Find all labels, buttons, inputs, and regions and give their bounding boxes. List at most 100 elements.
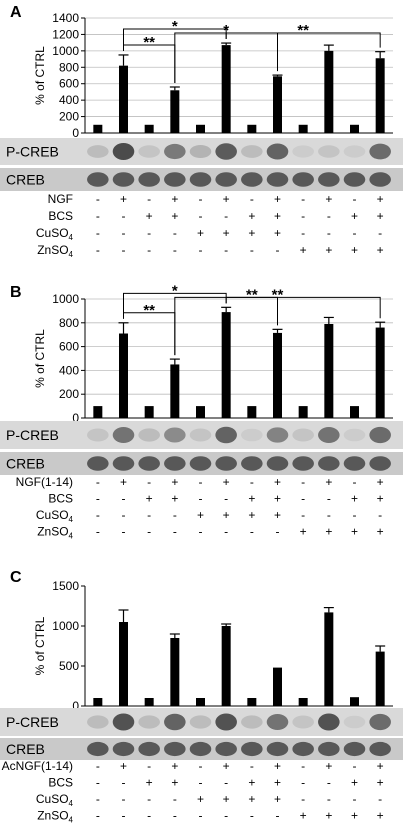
blot-band [343,741,366,757]
blot-band [266,741,289,757]
treatment-label-text: NGF(1-14) [16,475,73,489]
blot-band [87,172,109,187]
blot-label: CREB [6,456,45,472]
significance-bracket [123,312,176,356]
y-tick-label: 600 [59,77,79,91]
y-tick-label: 500 [59,659,79,673]
treatment-sign: + [351,809,358,823]
treatment-sign: - [122,243,126,257]
treatment-label: NGF [48,192,73,206]
treatment-sign: - [122,508,126,522]
blot-band [241,172,263,187]
blot-band [215,456,237,471]
treatment-sign: - [147,243,151,257]
treatment-sign: - [199,759,203,773]
treatment-sign: + [120,192,127,206]
treatment-sign: - [378,792,382,806]
blot-band [87,715,109,729]
treatment-label: CuSO4 [36,792,74,808]
treatment-sign: + [248,508,255,522]
treatment-label: ZnSO4 [37,243,73,259]
blot-label: CREB [6,172,45,188]
treatment-sign: - [301,759,305,773]
treatment-sign: - [224,525,228,539]
treatment-sign: + [377,192,384,206]
treatment-sign: + [377,492,384,506]
bar [298,698,308,706]
treatment-sign: + [120,475,127,489]
blot-band [189,715,212,729]
treatment-sign: + [171,475,178,489]
treatment-label-subscript: 4 [69,233,74,242]
treatment-sign: - [301,192,305,206]
treatment-sign: - [224,243,228,257]
bar [298,124,308,133]
treatment-sign: - [353,792,357,806]
treatment-sign: - [301,492,305,506]
bar [350,406,359,418]
treatment-sign: + [377,525,384,539]
y-tick-label: 200 [59,110,79,124]
treatment-sign: + [120,759,127,773]
treatment-sign: - [173,809,177,823]
treatment-sign: - [224,209,228,223]
treatment-sign: - [327,508,331,522]
treatment-sign: - [353,192,357,206]
blot-band [343,145,366,158]
treatment-sign: - [250,759,254,773]
y-axis-label: % of CTRL [33,329,47,388]
blot-band [189,428,212,442]
significance-bracket [174,32,278,83]
treatment-sign: + [274,508,281,522]
blot-band [189,172,212,187]
blot-band [266,172,289,187]
treatment-sign: + [274,792,281,806]
blot-band [318,427,340,443]
blot-band [87,456,109,471]
treatment-label-subscript: 4 [69,532,74,541]
treatment-sign: - [147,508,151,522]
treatment-label: ZnSO4 [37,525,73,541]
significance-label: ** [143,34,155,51]
y-tick-label: 0 [72,699,79,713]
treatment-sign: + [300,809,307,823]
treatment-sign: - [96,209,100,223]
treatment-sign: - [199,209,203,223]
bar [221,45,231,133]
blot-band [138,741,160,757]
blot-band [215,426,237,444]
blot-band [112,741,135,757]
bar [324,50,334,133]
blot-band [164,713,186,731]
treatment-sign: + [351,243,358,257]
treatment-sign: + [377,759,384,773]
treatment-sign: + [223,475,230,489]
treatment-label-text: BCS [48,209,73,223]
treatment-label-text: CuSO [36,508,69,522]
significance-label: * [223,22,229,39]
blot-band [215,172,237,187]
treatment-sign: + [171,209,178,223]
bar [324,323,334,418]
treatment-sign: + [377,776,384,790]
blot-band [112,713,135,731]
treatment-sign: - [276,525,280,539]
treatment-sign: + [274,776,281,790]
blot-band [164,456,186,471]
treatment-sign: - [96,492,100,506]
treatment-sign: - [147,525,151,539]
treatment-sign: - [327,776,331,790]
treatment-sign: - [96,475,100,489]
treatment-sign: + [351,525,358,539]
treatment-label: ZnSO4 [37,809,73,825]
blot-band [343,456,366,471]
treatment-sign: + [171,776,178,790]
blot-band [241,456,263,471]
bar [375,651,385,706]
y-axis-label: % of CTRL [33,616,47,675]
bar [144,406,154,418]
treatment-sign: - [327,492,331,506]
treatment-sign: - [96,525,100,539]
bar [93,124,103,133]
blot-band [87,145,109,158]
